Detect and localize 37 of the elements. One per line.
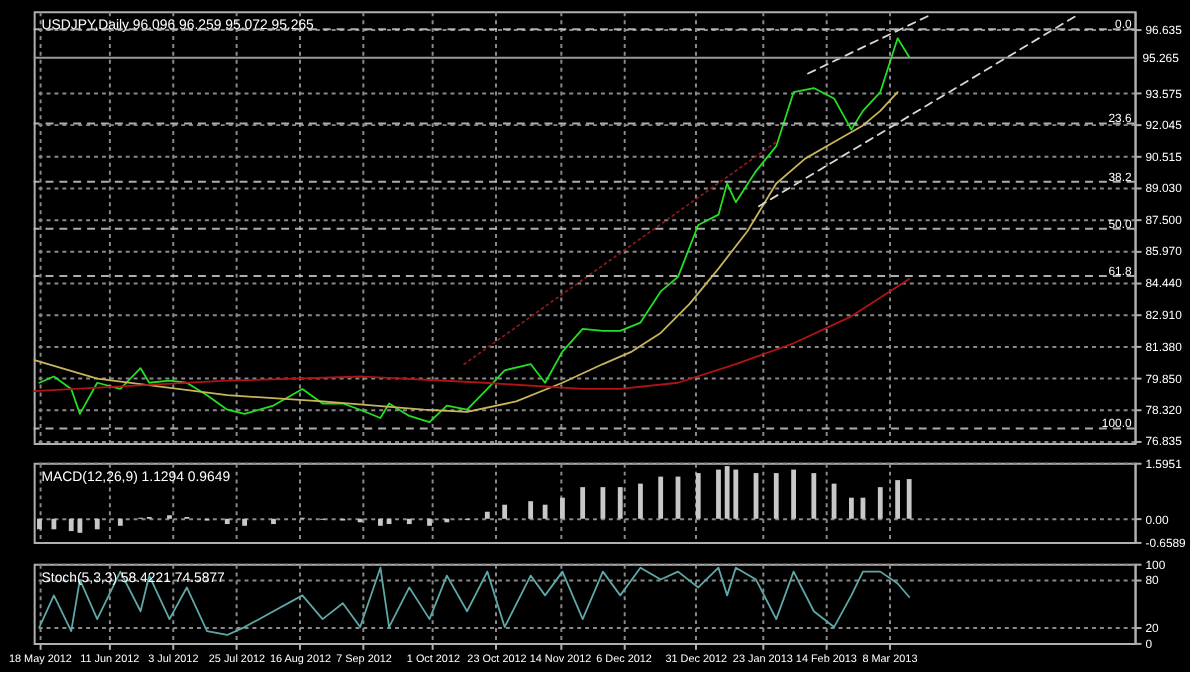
bar (51, 518, 57, 530)
bar (617, 487, 623, 519)
bar (224, 518, 230, 525)
bar (77, 518, 83, 533)
bar (427, 518, 432, 526)
bar (94, 518, 100, 530)
bar (716, 469, 721, 519)
bar (406, 518, 412, 525)
bar (502, 504, 508, 519)
bar (658, 476, 664, 519)
bar (848, 497, 854, 519)
bar (528, 501, 534, 519)
bar (773, 473, 779, 519)
bar (906, 479, 912, 519)
line-series (38, 566, 911, 636)
bar (377, 518, 383, 526)
bar (600, 487, 606, 519)
bar (37, 518, 42, 530)
bar (242, 518, 247, 526)
bar (895, 480, 901, 519)
bar (695, 473, 701, 519)
line-series (33, 278, 911, 392)
bar (724, 466, 730, 519)
bar (580, 487, 586, 519)
line-series (38, 37, 911, 424)
bar (560, 497, 565, 519)
bar (484, 511, 490, 519)
bar (117, 518, 123, 526)
line-series (33, 91, 899, 413)
bar (811, 473, 817, 519)
bar (542, 504, 548, 519)
bar (271, 518, 276, 525)
bar (791, 469, 797, 519)
bar (733, 469, 739, 519)
bar (68, 518, 74, 532)
bar (638, 483, 643, 519)
bar (877, 487, 883, 519)
